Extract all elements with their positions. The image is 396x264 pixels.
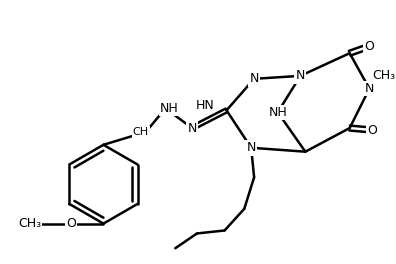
Text: HN: HN <box>196 99 214 112</box>
Text: N: N <box>365 82 374 95</box>
Text: O: O <box>364 40 374 53</box>
Text: N: N <box>246 141 256 154</box>
Text: N: N <box>187 121 197 135</box>
Text: O: O <box>66 217 76 230</box>
Text: N: N <box>296 69 305 82</box>
Text: CH: CH <box>133 127 149 137</box>
Text: CH₃: CH₃ <box>373 69 396 82</box>
Text: NH: NH <box>268 106 287 119</box>
Text: N: N <box>249 72 259 85</box>
Text: CH₃: CH₃ <box>18 217 41 230</box>
Text: O: O <box>367 124 377 136</box>
Text: NH: NH <box>160 102 179 115</box>
